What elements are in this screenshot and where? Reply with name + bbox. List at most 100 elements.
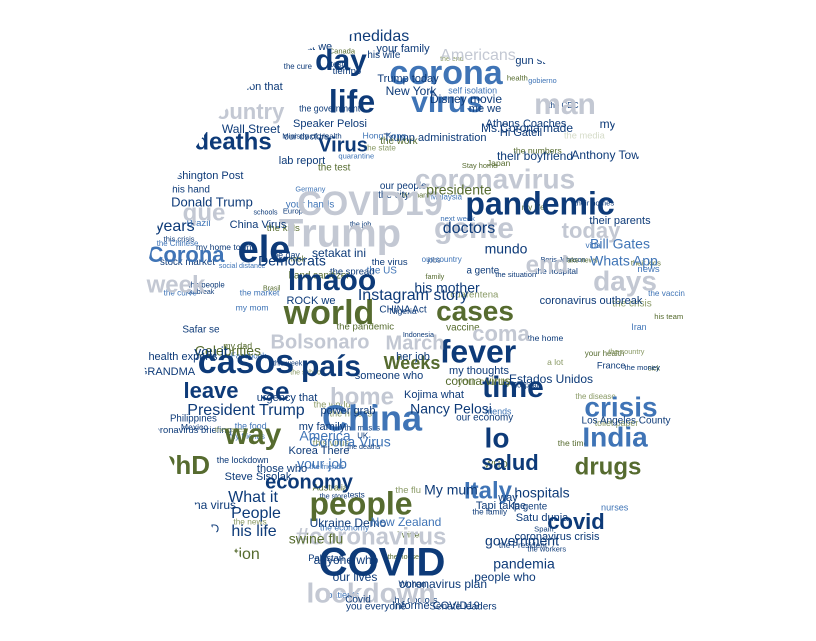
cloud-word: doctors	[443, 220, 495, 237]
cloud-word: my friends	[229, 432, 265, 441]
cloud-word: the crisis	[612, 299, 651, 310]
cloud-word: corona virus	[445, 374, 510, 388]
cloud-word: Malaysia	[431, 192, 463, 201]
cloud-word: Nigeria	[389, 306, 417, 316]
cloud-word: the curve	[164, 289, 198, 298]
cloud-word: gente	[434, 212, 514, 245]
cloud-word: urgency that	[257, 392, 318, 404]
cloud-word: se	[261, 376, 290, 406]
cloud-word: the workers	[527, 544, 566, 553]
dense-background-words: stock market my home town Stay home their k…	[150, 46, 690, 605]
cloud-word: Stay home	[462, 161, 497, 170]
cloud-word: this man	[400, 190, 428, 199]
cloud-word: our lives	[333, 570, 378, 584]
cloud-word: people who	[474, 570, 536, 584]
cloud-word: New Zealand	[371, 515, 442, 529]
cloud-word: virus	[411, 86, 483, 119]
cloud-word: patients	[327, 590, 359, 600]
cloud-word: schools	[253, 208, 278, 216]
cloud-word: this virus	[313, 438, 350, 448]
cloud-word: America	[299, 428, 351, 444]
cloud-word: Nancy Pelosi	[410, 401, 492, 417]
cloud-word: my home town	[196, 242, 252, 252]
cloud-word: the city	[378, 190, 409, 201]
cloud-word: friends	[485, 407, 512, 417]
cloud-word: the President	[499, 541, 548, 550]
cloud-word: his hand	[172, 185, 210, 196]
cloud-word: Americans	[440, 47, 516, 64]
cloud-word: Virus	[318, 134, 368, 156]
cloud-word: ele	[238, 229, 291, 271]
cloud-word: the vaccine	[648, 289, 690, 298]
cloud-word: today	[562, 218, 621, 243]
cloud-word: Corona Virus	[309, 434, 390, 450]
cloud-word: you everyone	[346, 602, 406, 613]
cloud-word: economy	[265, 471, 354, 493]
cloud-word: Ms.Corona made	[481, 121, 573, 135]
cloud-word: President Trump	[187, 402, 304, 419]
cloud-word: pandemia	[493, 556, 555, 572]
cloud-word: Trump today	[377, 73, 439, 85]
cloud-word: the school	[290, 368, 323, 376]
cloud-word: my dad	[223, 341, 252, 351]
cloud-word: COVID19	[297, 185, 443, 223]
cloud-word: coronavirus outbreak	[540, 295, 643, 307]
cloud-word: nurses	[601, 503, 629, 513]
cloud-word: the money	[624, 363, 660, 372]
cloud-word: fever	[440, 333, 517, 369]
cloud-word: the CDC	[548, 101, 579, 110]
cloud-word: the numbers	[513, 145, 562, 155]
cloud-word: stock market	[160, 257, 215, 268]
cloud-word: jobs	[426, 257, 440, 265]
cloud-word: New York	[386, 84, 438, 98]
cloud-word: setakat ini	[312, 246, 366, 260]
cloud-word: Tapi takpe	[476, 500, 526, 512]
cloud-word: years	[155, 218, 194, 235]
cloud-word: Hi Gatell	[500, 127, 542, 139]
cloud-word: quarantine	[338, 151, 374, 160]
cloud-word: coronavirus crisis	[515, 531, 600, 543]
cloud-word: que	[183, 199, 226, 226]
cloud-word: the nurses	[330, 408, 373, 418]
cloud-word: the flu	[395, 484, 421, 495]
cloud-word: Germany	[295, 185, 325, 194]
cloud-word: self isolation	[448, 86, 497, 96]
cloud-word: your family	[376, 43, 430, 55]
cloud-word: UK	[357, 431, 369, 440]
cloud-word: Bolsonaro	[271, 331, 370, 353]
cloud-word: Washington Post	[161, 170, 244, 182]
cloud-word: mundo	[485, 241, 528, 257]
cloud-word: March	[386, 332, 445, 354]
cloud-word: life	[329, 83, 375, 119]
cloud-word: his life	[231, 523, 276, 540]
cloud-word: man	[534, 88, 596, 121]
cloud-word: the situation	[495, 270, 536, 279]
cloud-word: our doctors	[284, 132, 330, 142]
cloud-word: Whats App	[590, 253, 658, 269]
cloud-word: home	[330, 383, 394, 410]
cloud-word: coronavirus plan	[399, 577, 487, 591]
cloud-word: My mum	[424, 482, 478, 498]
cloud-word: Mexico	[181, 422, 208, 432]
cloud-word: the friends	[309, 462, 344, 471]
cloud-word: anyone who	[314, 553, 379, 567]
cloud-word: the home	[527, 333, 563, 343]
cloud-word: Corona	[148, 242, 226, 267]
cloud-word: coronavirus briefing	[150, 424, 232, 435]
cloud-word: Europe	[283, 206, 307, 215]
cloud-word: power grab	[320, 405, 375, 417]
cloud-word: the cure	[284, 62, 312, 71]
cloud-word: our people	[380, 181, 427, 192]
cloud-word: the end	[440, 55, 464, 63]
cloud-word: days	[593, 265, 657, 296]
cloud-word: gun stores	[515, 55, 567, 67]
cloud-word: the deaths	[347, 443, 381, 451]
cloud-word: the Chinese	[157, 239, 199, 248]
cloud-word: Japan	[487, 158, 511, 168]
cloud-word: the day	[271, 250, 301, 260]
cloud-word: someone who	[355, 370, 424, 382]
cloud-word: Satu dunia	[516, 512, 569, 524]
cloud-word: Trump administration	[384, 132, 487, 144]
cloud-word: health experts	[148, 351, 218, 363]
